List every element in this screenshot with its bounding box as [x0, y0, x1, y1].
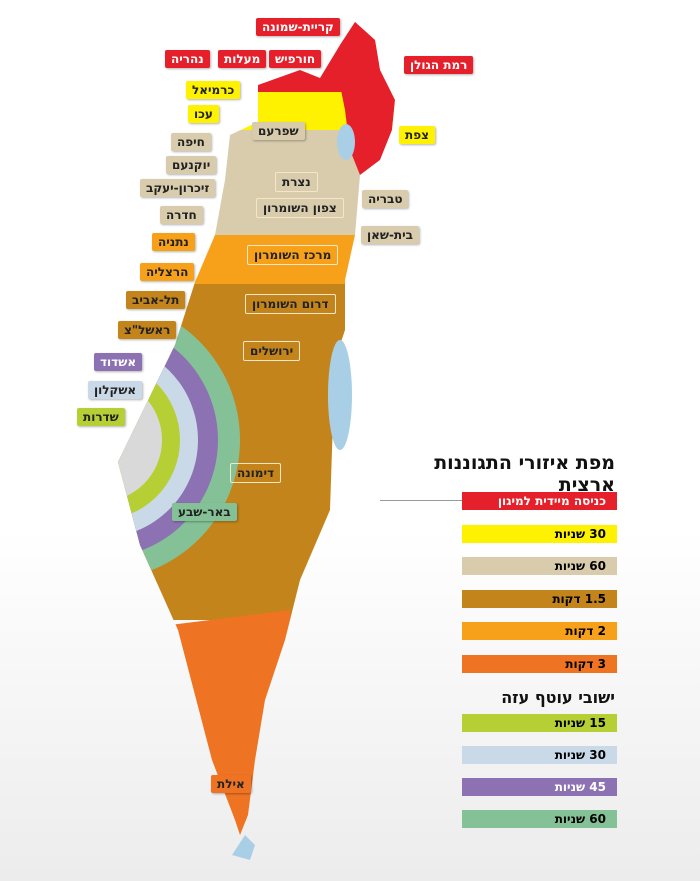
label-ashkelon: אשקלון — [88, 381, 143, 399]
label-maalot: מעלות — [218, 50, 267, 68]
legend-item: 2 דקות — [462, 622, 617, 640]
label-dimona: דימונה — [230, 463, 282, 483]
label-yokneam: יוקנעם — [166, 156, 217, 174]
gulf-of-eilat — [232, 835, 255, 860]
label-nazareth: נצרת — [275, 172, 318, 192]
label-haifa: חיפה — [171, 133, 211, 151]
label-tiberias: טבריה — [362, 190, 409, 208]
legend-item: 60 שניות — [462, 557, 617, 575]
legend-item: 3 דקות — [462, 654, 617, 673]
legend-item: 15 שניות — [462, 714, 617, 732]
label-south-samaria: דרום השומרון — [245, 294, 336, 314]
dead-sea — [328, 340, 352, 450]
label-ashdod: אשדוד — [94, 353, 143, 371]
label-hurfeish: חורפיש — [269, 50, 322, 68]
legend-item: כניסה מיידית למיגון — [462, 492, 617, 510]
label-north-samaria: צפון השומרון — [256, 198, 344, 218]
label-central-samaria: מרכז השומרון — [247, 245, 339, 265]
label-golan: רמת הגולן — [404, 56, 474, 74]
label-rishon: ראשל"צ — [118, 321, 177, 339]
label-tel-aviv: תל-אביב — [126, 291, 186, 309]
label-zichron: זיכרון-יעקב — [140, 179, 216, 197]
label-hadera: חדרה — [160, 206, 203, 224]
legend-item: 60 שניות — [462, 810, 617, 828]
zone-2min — [118, 235, 395, 285]
label-shfaram: שפרעם — [252, 122, 305, 140]
sea-of-galilee — [337, 124, 355, 160]
label-eilat: אילת — [211, 775, 251, 793]
label-akko: עכו — [188, 105, 219, 123]
label-netanya: נתניה — [152, 233, 195, 251]
label-kiryat-shmona: קריית-שמונה — [256, 18, 340, 36]
label-karmiel: כרמיאל — [186, 81, 241, 99]
label-herzliya: הרצליה — [140, 263, 195, 281]
label-nahariya: נהריה — [165, 50, 210, 68]
legend-item: 30 שניות — [462, 746, 617, 764]
label-jerusalem: ירושלים — [243, 341, 301, 361]
label-safed: צפת — [399, 126, 435, 144]
label-beit-shean: בית-שאן — [361, 226, 419, 244]
legend-item: 30 שניות — [462, 524, 617, 543]
label-beer-sheva: באר-שבע — [172, 503, 237, 521]
legend-item: 1.5 דקות — [462, 589, 617, 608]
label-sderot: שדרות — [77, 408, 125, 426]
legend-item: 45 שניות — [462, 778, 617, 796]
gaza-envelope-title: ישובי עוטף עזה — [501, 688, 615, 707]
zone-3min — [150, 610, 300, 835]
